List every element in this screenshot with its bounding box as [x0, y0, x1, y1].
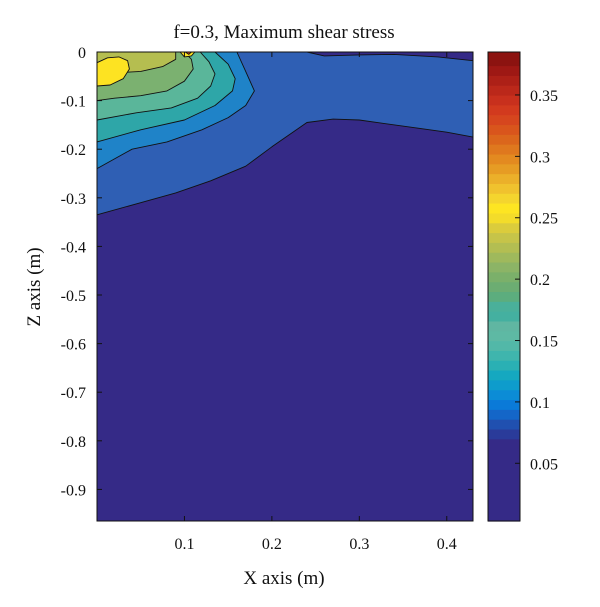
contour-region-7: [96, 56, 130, 87]
colorbar-level: [488, 193, 520, 204]
colorbar-level: [488, 330, 520, 342]
colorbar-level: [488, 222, 520, 234]
x-axis-label: X axis (m): [243, 568, 324, 589]
y-tick-label: -0.7: [61, 385, 86, 402]
y-tick-label: 0: [78, 45, 86, 62]
colorbar-level: [488, 438, 520, 522]
colorbar-level: [488, 104, 520, 116]
y-tick-label: -0.6: [61, 337, 86, 354]
colorbar-level: [488, 203, 520, 214]
x-tick-label: 0.4: [437, 536, 457, 553]
colorbar-level: [488, 379, 520, 391]
colorbar-level: [488, 399, 520, 410]
x-tick-label: 0.3: [349, 536, 369, 553]
colorbar-level: [488, 291, 520, 302]
colorbar: 0.05 0.1 0.15 0.2 0.25 0.3 0.35: [487, 51, 558, 522]
colorbar-level: [488, 75, 520, 86]
colorbar-level: [488, 232, 520, 243]
colorbar-tick-label: 0.2: [530, 272, 550, 289]
colorbar-level: [488, 311, 520, 322]
colorbar-level: [488, 369, 520, 381]
colorbar-tick-label: 0.35: [530, 88, 558, 105]
colorbar-level: [488, 301, 520, 312]
y-tick-label: -0.1: [61, 94, 86, 111]
colorbar-level: [488, 183, 520, 194]
colorbar-level: [488, 173, 520, 184]
colorbar-level: [488, 94, 520, 106]
colorbar-tick-label: 0.1: [530, 395, 550, 412]
contour-regions: [96, 51, 474, 216]
colorbar-level: [488, 242, 520, 253]
x-tick-label: 0.1: [174, 536, 194, 553]
y-tick-label: -0.9: [61, 482, 86, 499]
y-tick-label: -0.4: [61, 239, 86, 256]
colorbar-tick-label: 0.25: [530, 211, 558, 228]
colorbar-level: [488, 350, 520, 361]
y-tick-label: -0.5: [61, 288, 86, 305]
colorbar-level: [488, 212, 520, 224]
colorbar-level: [488, 163, 520, 175]
colorbar-level: [488, 360, 520, 371]
colorbar-level: [488, 389, 520, 401]
colorbar-level: [488, 409, 520, 420]
colorbar-level: [488, 428, 520, 440]
y-tick-label: -0.8: [61, 434, 86, 451]
colorbar-level: [488, 134, 520, 145]
colorbar-level: [488, 52, 520, 67]
colorbar-level: [488, 114, 520, 126]
colorbar-tick-label: 0.15: [530, 334, 558, 351]
colorbar-level: [488, 252, 520, 263]
plot-frame: [96, 51, 474, 522]
colorbar-frame: [487, 51, 521, 522]
x-axis-ticks: 0.1 0.2 0.3 0.4: [174, 52, 457, 553]
colorbar-tick-label: 0.05: [530, 456, 558, 473]
y-axis-ticks: 0 -0.1 -0.2 -0.3 -0.4 -0.5 -0.6 -0.7 -0.8 -0.9: [61, 45, 473, 499]
plot-area: [96, 51, 474, 522]
colorbar-level: [488, 153, 520, 165]
colorbar-level: [488, 65, 520, 76]
colorbar-level: [488, 340, 520, 351]
y-axis-label: Z axis (m): [24, 247, 45, 326]
colorbar-level: [488, 124, 520, 135]
colorbar-level: [488, 85, 520, 96]
y-tick-label: -0.3: [61, 191, 86, 208]
colorbar-ticks: 0.05 0.1 0.15 0.2 0.25 0.3 0.35: [515, 88, 558, 473]
colorbar-levels: [488, 52, 520, 522]
colorbar-level: [488, 271, 520, 283]
colorbar-level: [488, 261, 520, 273]
chart-title: f=0.3, Maximum shear stress: [173, 22, 394, 43]
colorbar-level: [488, 281, 520, 293]
x-tick-label: 0.2: [262, 536, 282, 553]
colorbar-level: [488, 320, 520, 332]
colorbar-level: [488, 144, 520, 155]
colorbar-level: [488, 419, 520, 430]
y-tick-label: -0.2: [61, 142, 86, 159]
colorbar-tick-label: 0.3: [530, 149, 550, 166]
